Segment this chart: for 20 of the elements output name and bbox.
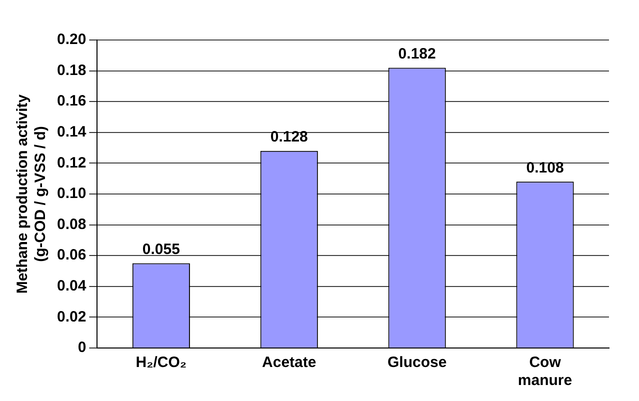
y-axis-title: Methane production activity (g-COD / g-VSS / d): [14, 94, 50, 294]
y-tick-label: 0.16: [56, 92, 86, 110]
y-tick-label: 0.06: [56, 246, 86, 264]
y-tick-label: 0: [78, 339, 86, 356]
y-tick-label: 0.12: [56, 154, 86, 172]
y-tick-label: 0.20: [56, 31, 86, 48]
y-tick-label: 0.18: [56, 62, 86, 79]
data-label: 0.108: [526, 159, 564, 176]
x-tick-label: H₂/CO₂: [136, 354, 187, 372]
data-label: 0.128: [270, 128, 308, 146]
x-tick-label: Acetate: [262, 354, 316, 372]
x-tick-label: Cow manure: [518, 354, 572, 390]
y-tick-label: 0.10: [56, 185, 86, 202]
y-tick-label: 0.14: [56, 124, 87, 141]
data-label: 0.182: [398, 45, 436, 62]
y-tick-label: 0.08: [56, 216, 86, 233]
y-tick-label: 0.02: [56, 308, 86, 326]
x-tick-label: Glucose: [387, 354, 447, 372]
y-tick-label: 0.04: [56, 278, 87, 295]
data-label: 0.055: [142, 240, 180, 258]
